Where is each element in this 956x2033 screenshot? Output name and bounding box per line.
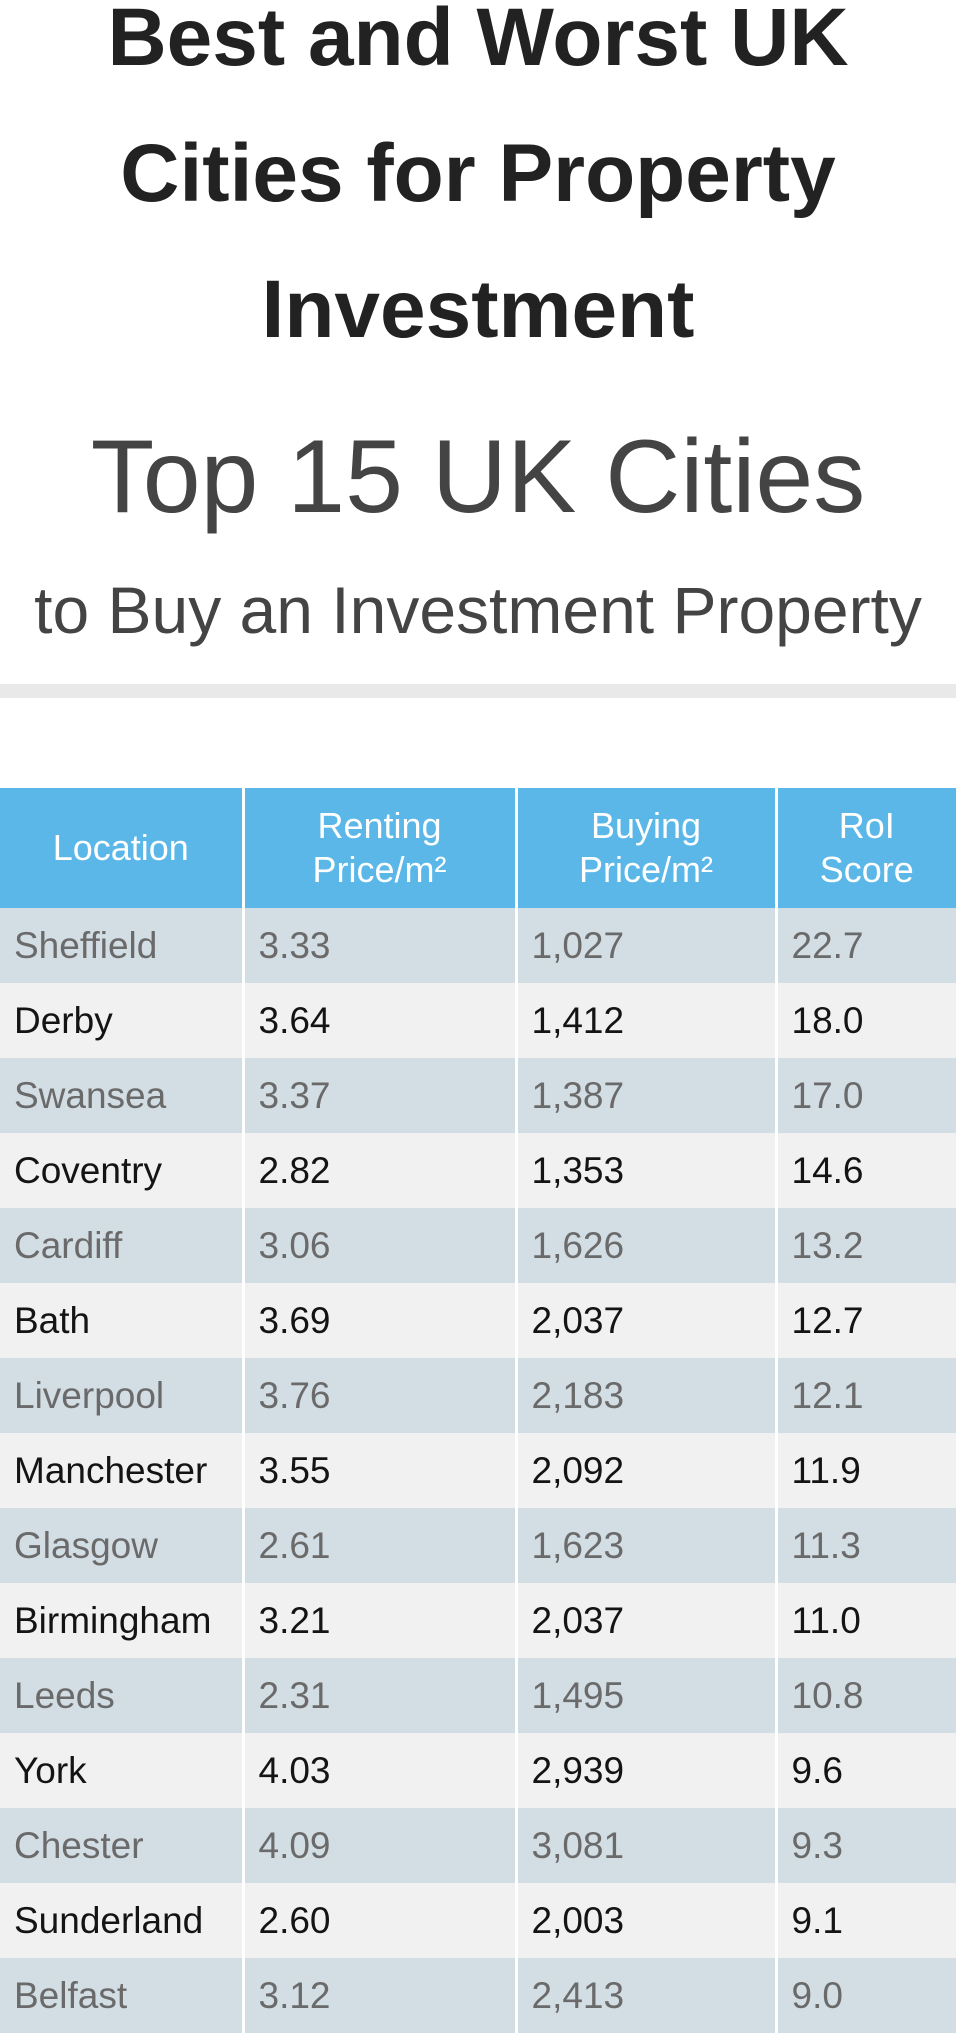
table-cell-renting-price: 3.55	[243, 1433, 518, 1508]
table-cell-buying-price: 3,081	[516, 1808, 778, 1883]
data-table: Location Renting Price/m² Buying Price/m…	[0, 788, 956, 2033]
table-cell-location: Sunderland	[0, 1883, 245, 1958]
table-cell-buying-price: 1,387	[516, 1058, 778, 1133]
column-header-roi-score: RoI Score	[776, 788, 956, 908]
table-cell-roi-score: 9.1	[776, 1883, 956, 1958]
table-cell-renting-price: 2.61	[243, 1508, 518, 1583]
column-header-location: Location	[0, 788, 245, 908]
table-cell-buying-price: 2,183	[516, 1358, 778, 1433]
table-body: Sheffield 3.33 1,027 22.7 Derby 3.64 1,412 18.0…	[0, 908, 956, 2033]
table-cell-roi-score: 9.0	[776, 1958, 956, 2033]
table-row: Leeds 2.31 1,495 10.8	[0, 1658, 956, 1733]
table-cell-location: York	[0, 1733, 245, 1808]
table-cell-location: Bath	[0, 1283, 245, 1358]
table-row: Coventry 2.82 1,353 14.6	[0, 1133, 956, 1208]
table-header-row: Location Renting Price/m² Buying Price/m…	[0, 788, 956, 908]
table-cell-location: Manchester	[0, 1433, 245, 1508]
divider	[0, 684, 956, 698]
table-cell-location: Swansea	[0, 1058, 245, 1133]
table-cell-roi-score: 9.3	[776, 1808, 956, 1883]
table-cell-renting-price: 3.06	[243, 1208, 518, 1283]
table-cell-roi-score: 17.0	[776, 1058, 956, 1133]
table-cell-roi-score: 10.8	[776, 1658, 956, 1733]
table-cell-roi-score: 22.7	[776, 908, 956, 983]
table-cell-roi-score: 13.2	[776, 1208, 956, 1283]
table-cell-renting-price: 3.21	[243, 1583, 518, 1658]
table-row: Bath 3.69 2,037 12.7	[0, 1283, 956, 1358]
table-cell-buying-price: 2,413	[516, 1958, 778, 2033]
column-header-renting-price: Renting Price/m²	[243, 788, 518, 908]
table-row: Liverpool 3.76 2,183 12.1	[0, 1358, 956, 1433]
table-cell-location: Liverpool	[0, 1358, 245, 1433]
table-cell-roi-score: 14.6	[776, 1133, 956, 1208]
table-cell-renting-price: 3.33	[243, 908, 518, 983]
table-cell-renting-price: 4.09	[243, 1808, 518, 1883]
table-row: Cardiff 3.06 1,626 13.2	[0, 1208, 956, 1283]
table-row: Belfast 3.12 2,413 9.0	[0, 1958, 956, 2033]
table-cell-renting-price: 2.60	[243, 1883, 518, 1958]
table-cell-location: Coventry	[0, 1133, 245, 1208]
table-cell-buying-price: 2,003	[516, 1883, 778, 1958]
table-cell-renting-price: 3.69	[243, 1283, 518, 1358]
table-cell-buying-price: 2,037	[516, 1583, 778, 1658]
table-cell-buying-price: 2,092	[516, 1433, 778, 1508]
table-row: Sunderland 2.60 2,003 9.1	[0, 1883, 956, 1958]
table-cell-buying-price: 2,037	[516, 1283, 778, 1358]
table-cell-buying-price: 1,626	[516, 1208, 778, 1283]
table-cell-buying-price: 1,495	[516, 1658, 778, 1733]
page-title: Best and Worst UK Cities for Property In…	[107, 0, 849, 355]
table-cell-roi-score: 9.6	[776, 1733, 956, 1808]
table-cell-roi-score: 12.7	[776, 1283, 956, 1358]
table-cell-renting-price: 2.82	[243, 1133, 518, 1208]
table-cell-renting-price: 3.12	[243, 1958, 518, 2033]
table-cell-roi-score: 11.9	[776, 1433, 956, 1508]
table-row: Manchester 3.55 2,092 11.9	[0, 1433, 956, 1508]
column-header-buying-price: Buying Price/m²	[516, 788, 778, 908]
table-cell-renting-price: 3.76	[243, 1358, 518, 1433]
table-cell-roi-score: 11.0	[776, 1583, 956, 1658]
table-cell-renting-price: 4.03	[243, 1733, 518, 1808]
table-cell-buying-price: 2,939	[516, 1733, 778, 1808]
table-cell-buying-price: 1,353	[516, 1133, 778, 1208]
table-cell-roi-score: 18.0	[776, 983, 956, 1058]
table-cell-roi-score: 12.1	[776, 1358, 956, 1433]
table-cell-location: Birmingham	[0, 1583, 245, 1658]
table-row: Swansea 3.37 1,387 17.0	[0, 1058, 956, 1133]
table-cell-renting-price: 3.64	[243, 983, 518, 1058]
page-subtitle: Top 15 UK Cities	[90, 419, 866, 535]
table-cell-buying-price: 1,623	[516, 1508, 778, 1583]
table-cell-buying-price: 1,412	[516, 983, 778, 1058]
table-cell-location: Glasgow	[0, 1508, 245, 1583]
table-cell-location: Sheffield	[0, 908, 245, 983]
table-cell-location: Cardiff	[0, 1208, 245, 1283]
page-subtitle-secondary: to Buy an Investment Property	[34, 573, 922, 647]
table-row: Sheffield 3.33 1,027 22.7	[0, 908, 956, 983]
table-cell-renting-price: 3.37	[243, 1058, 518, 1133]
table-cell-location: Chester	[0, 1808, 245, 1883]
table-row: Chester 4.09 3,081 9.3	[0, 1808, 956, 1883]
table-cell-location: Leeds	[0, 1658, 245, 1733]
table-cell-location: Belfast	[0, 1958, 245, 2033]
table-row: York 4.03 2,939 9.6	[0, 1733, 956, 1808]
table-row: Birmingham 3.21 2,037 11.0	[0, 1583, 956, 1658]
table-cell-renting-price: 2.31	[243, 1658, 518, 1733]
table-cell-buying-price: 1,027	[516, 908, 778, 983]
table-row: Derby 3.64 1,412 18.0	[0, 983, 956, 1058]
table-cell-location: Derby	[0, 983, 245, 1058]
table-cell-roi-score: 11.3	[776, 1508, 956, 1583]
table-row: Glasgow 2.61 1,623 11.3	[0, 1508, 956, 1583]
